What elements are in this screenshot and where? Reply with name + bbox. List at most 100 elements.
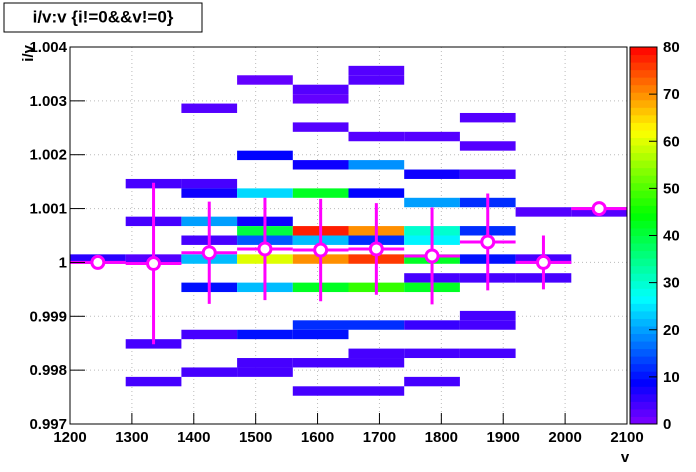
x-tick-label: 1900: [487, 429, 520, 446]
heat-cell: [459, 348, 516, 359]
z-tick-label: 10: [663, 369, 680, 386]
profile-point: [591, 201, 607, 217]
heat-cell: [459, 169, 516, 179]
heat-cell: [348, 65, 405, 76]
colorbar-band: [630, 341, 657, 350]
colorbar-band: [630, 303, 657, 312]
heat-cell: [292, 358, 349, 368]
heat-cell: [348, 75, 405, 85]
colorbar-band: [630, 145, 657, 154]
y-tick-label: 1.001: [29, 201, 67, 218]
z-tick-label: 60: [663, 133, 680, 150]
heat-cell: [404, 169, 460, 179]
heat-cell: [348, 188, 405, 198]
heat-cell: [404, 197, 460, 208]
colorbar-band: [630, 295, 657, 304]
profile-point: [368, 241, 384, 257]
x-tick-label: 1300: [115, 429, 148, 446]
heat-cell: [404, 376, 460, 387]
heat-cell: [181, 367, 238, 377]
z-tick-label: 0: [663, 416, 671, 433]
colorbar-band: [630, 152, 657, 161]
colorbar-band: [630, 137, 657, 146]
chart-title: i/v:v {i!=0&&v!=0}: [33, 7, 174, 26]
colorbar-band: [630, 408, 657, 417]
x-axis-label: v: [621, 449, 630, 466]
colorbar-band: [630, 310, 657, 319]
x-tick-label: 1200: [53, 429, 86, 446]
colorbar-band: [630, 114, 657, 123]
y-tick-label: 0.999: [29, 308, 67, 325]
z-tick-label: 20: [663, 322, 680, 339]
x-tick-label: 1800: [425, 429, 458, 446]
y-tick-label: 0.997: [29, 416, 67, 433]
heat-cell: [459, 141, 516, 151]
colorbar-band: [630, 54, 657, 63]
heat-cell: [237, 358, 293, 368]
colorbar-band: [630, 212, 657, 221]
heat-cell: [237, 329, 293, 340]
z-tick-label: 30: [663, 275, 680, 292]
heat-cell: [348, 160, 405, 170]
heat-cell: [292, 320, 349, 330]
colorbar-band: [630, 363, 657, 372]
profile-point: [535, 254, 551, 270]
heat-cell: [292, 188, 349, 198]
colorbar-band: [630, 371, 657, 380]
heat-cell: [404, 131, 460, 142]
x-tick-label: 2000: [548, 429, 581, 446]
y-tick-label: 1.003: [29, 93, 67, 110]
x-tick-label: 1500: [239, 429, 272, 446]
z-tick-label: 40: [663, 228, 680, 245]
colorbar-band: [630, 69, 657, 78]
z-tick-label: 80: [663, 39, 680, 56]
title-box: [3, 2, 203, 33]
profile-point: [257, 241, 273, 257]
heat-cell: [459, 320, 516, 330]
heat-cell: [292, 94, 349, 104]
profile-point: [313, 242, 329, 258]
colorbar-band: [630, 325, 657, 335]
profile-point: [90, 254, 106, 270]
colorbar-band: [630, 62, 657, 71]
colorbar-band: [630, 250, 657, 259]
heat-cell: [292, 84, 349, 95]
colorbar-band: [630, 175, 657, 184]
heat-cell: [237, 75, 293, 85]
colorbar-band: [630, 416, 657, 425]
profile-point: [480, 234, 496, 250]
colorbar-band: [630, 92, 657, 101]
colorbar-band: [630, 227, 657, 236]
profile-point: [424, 248, 440, 264]
heat-cell: [125, 376, 182, 387]
heat-cell: [348, 348, 405, 359]
y-tick-label: 1.004: [29, 39, 67, 56]
colorbar-band: [630, 190, 657, 199]
heat-cell: [348, 131, 405, 142]
colorbar-band: [630, 348, 657, 357]
heat-cell: [292, 122, 349, 132]
x-tick-label: 2100: [610, 429, 643, 446]
colorbar-band: [630, 77, 657, 86]
colorbar-band: [630, 99, 657, 108]
colorbar-band: [630, 220, 657, 229]
heat-cell: [237, 188, 293, 198]
heat-cell: [404, 348, 460, 359]
heat-cell: [292, 160, 349, 170]
z-tick-label: 70: [663, 86, 680, 103]
profile-point: [201, 245, 217, 261]
colorbar-band: [630, 197, 657, 206]
y-tick-label: 1.002: [29, 147, 67, 164]
colorbar-band: [630, 288, 657, 297]
plot-frame: [69, 46, 628, 425]
y-axis-label: i/v: [20, 44, 37, 61]
heat-cell: [459, 310, 516, 321]
colorbar-band: [630, 333, 657, 342]
heat-cell: [515, 207, 572, 217]
heat-cell: [181, 188, 238, 198]
heat-cell: [181, 103, 238, 113]
colorbar-band: [630, 318, 657, 327]
heat-cell: [292, 329, 349, 340]
colorbar-band: [630, 129, 657, 138]
